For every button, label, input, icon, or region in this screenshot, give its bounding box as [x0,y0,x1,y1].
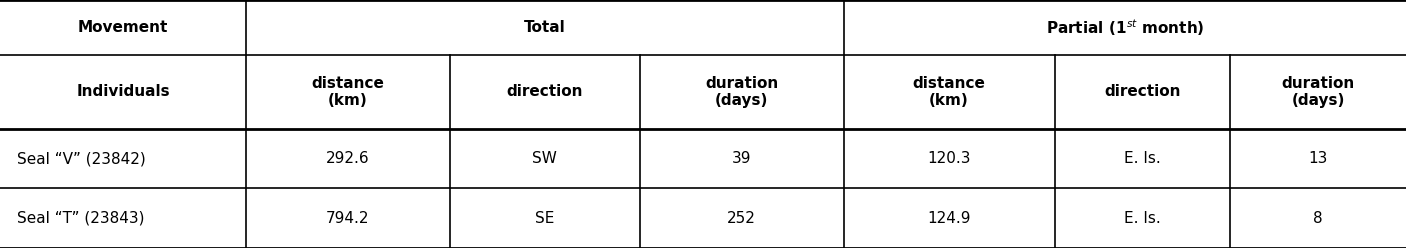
Text: 292.6: 292.6 [326,151,370,166]
Text: 120.3: 120.3 [928,151,970,166]
Text: 252: 252 [727,211,756,226]
Text: direction: direction [506,84,583,99]
Text: 39: 39 [733,151,751,166]
Text: duration
(days): duration (days) [704,76,779,108]
Text: duration
(days): duration (days) [1281,76,1355,108]
Text: 13: 13 [1309,151,1327,166]
Text: 794.2: 794.2 [326,211,370,226]
Text: 124.9: 124.9 [928,211,970,226]
Text: E. Is.: E. Is. [1123,211,1161,226]
Text: direction: direction [1104,84,1181,99]
Text: Seal “T” (23843): Seal “T” (23843) [17,211,145,226]
Text: Individuals: Individuals [76,84,170,99]
Text: Total: Total [524,20,565,35]
Text: distance
(km): distance (km) [312,76,384,108]
Text: Movement: Movement [77,20,169,35]
Text: SW: SW [533,151,557,166]
Text: distance
(km): distance (km) [912,76,986,108]
Text: 8: 8 [1313,211,1323,226]
Text: Seal “V” (23842): Seal “V” (23842) [17,151,146,166]
Text: Partial (1$^{st}$ month): Partial (1$^{st}$ month) [1046,17,1204,38]
Text: SE: SE [536,211,554,226]
Text: E. Is.: E. Is. [1123,151,1161,166]
